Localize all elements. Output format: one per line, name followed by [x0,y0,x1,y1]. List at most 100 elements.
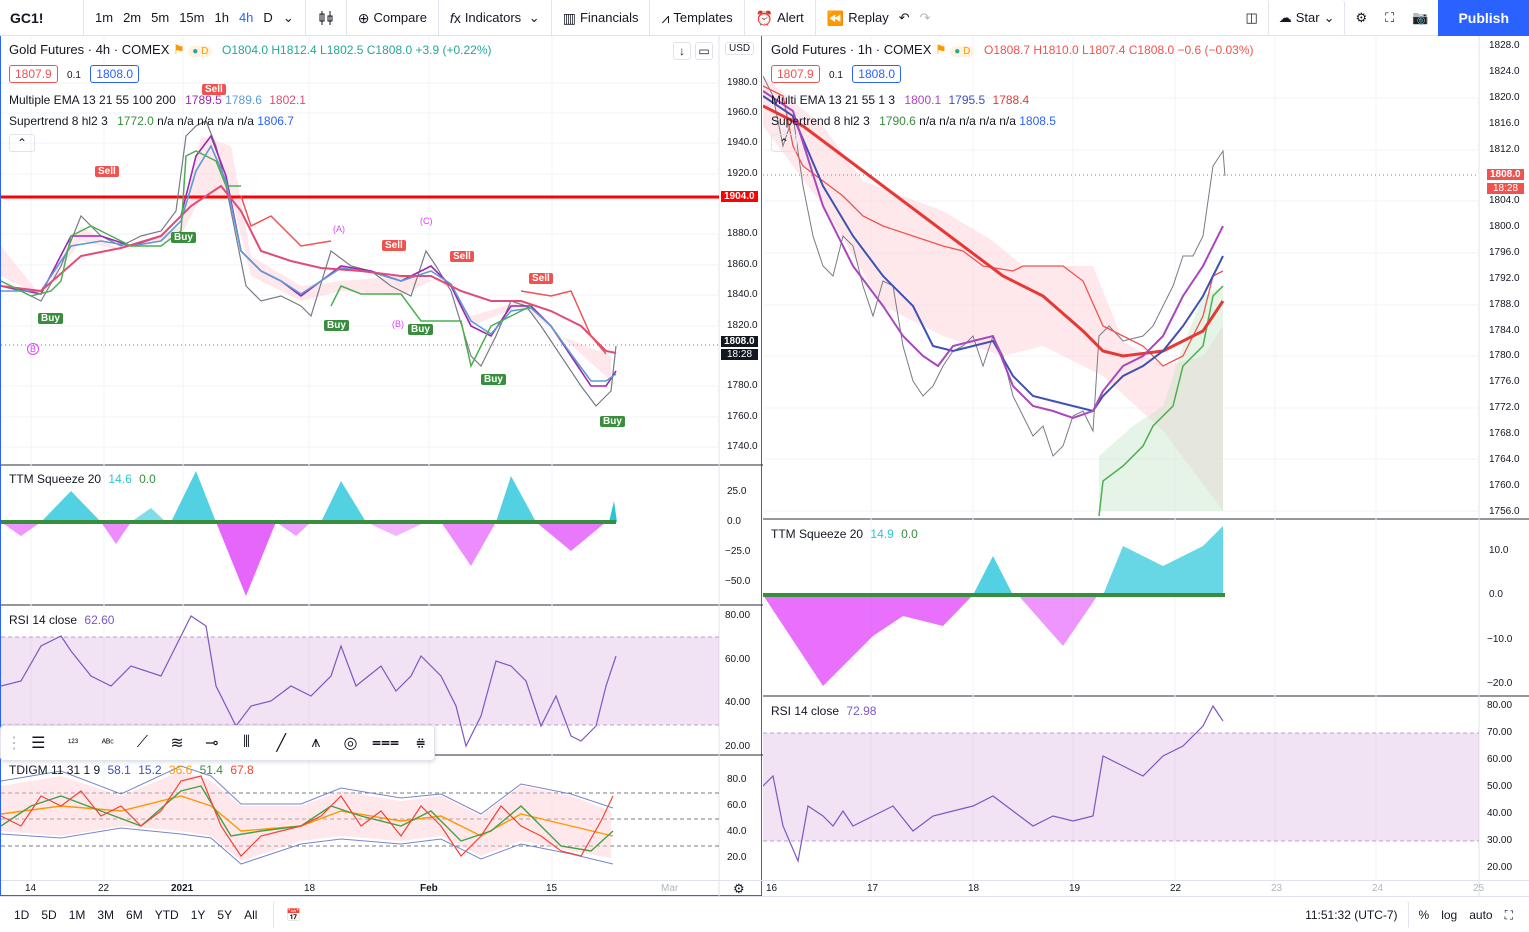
ask-price[interactable]: 1808.0 [90,65,139,83]
chevron-down-icon[interactable]: ⌄ [282,9,294,25]
right-chart[interactable]: Gold Futures · 1h · COMEX ⚑ ● D O1808.7 … [763,36,1529,896]
scroll-down-icon[interactable]: ↓ [673,42,691,60]
layout-icon[interactable]: ◫ [1235,0,1269,36]
ttm-label: TTM Squeeze 20 [9,472,102,486]
long-position-icon[interactable]: ⩶ [371,734,400,751]
price-tick: 1820.0 [1489,92,1520,103]
gear-icon[interactable]: ⚙ [1355,9,1368,25]
calendar-icon[interactable]: 📅 [273,900,307,929]
status-dots: ● D [188,46,213,57]
percent-toggle[interactable]: % [1418,907,1430,922]
alert-button[interactable]: ⏰ Alert [751,4,809,32]
plus-circle-icon: ⊕ [357,9,370,26]
lines-icon[interactable]: ☰ [31,735,46,752]
financials-button[interactable]: ▥ Financials [558,4,644,32]
auto-toggle[interactable]: auto [1469,907,1493,922]
collapse-legend-button[interactable]: ⌃ [771,134,797,152]
ray-icon[interactable]: ╱ [276,735,286,752]
tdi-value-4: 51.4 [199,763,223,777]
indicators-button[interactable]: fx Indicators ⌄ [445,4,545,32]
ttm-tick: 10.0 [1489,545,1509,556]
range-3m[interactable]: 3M [97,907,115,922]
fullscreen-icon[interactable]: ⛶ [1385,9,1395,25]
log-toggle[interactable]: log [1441,907,1458,922]
range-1m[interactable]: 1M [68,907,86,922]
rsi-tick: 30.00 [1487,835,1513,846]
drag-handle-icon[interactable]: ⋮ [6,735,22,752]
interval-1m[interactable]: 1m [95,9,114,25]
chart-title[interactable]: Gold Futures · 4h · COMEX [9,42,170,57]
interval-4h[interactable]: 4h [238,9,254,25]
fullscreen-icon[interactable]: ⛶ [1504,907,1513,922]
alarm-clock-icon: ⏰ [755,9,774,26]
ttm-tick: −20.0 [1487,678,1513,689]
wave-label-b-circled: B [27,343,39,355]
supertrend-value-1: 1790.6 [879,114,916,128]
replay-button[interactable]: ⏪ Replay [822,4,894,32]
spread: 0.1 [829,70,843,81]
interval-15m[interactable]: 15m [179,9,205,25]
time-axis[interactable]: 16 17 18 19 22 23 24 25 [763,880,1529,896]
currency-label[interactable]: USD [725,42,755,55]
range-1d[interactable]: 1D [14,907,30,922]
price-tick: 1812.0 [1489,144,1520,155]
maximize-icon[interactable]: ▭ [695,42,713,60]
rsi-tick: 20.00 [725,741,751,752]
ask-price[interactable]: 1808.0 [852,65,901,83]
horizontal-ray-icon[interactable]: ⊸ [205,735,219,752]
bid-price[interactable]: 1807.9 [771,65,820,83]
tdi-value-2: 15.2 [138,763,162,777]
parallel-lines-icon[interactable]: ⫴ [243,734,250,751]
bid-price[interactable]: 1807.9 [9,65,58,83]
ohlc-values: O1804.0 H1812.4 L1802.5 C1808.0 +3.9 (+0… [221,43,492,57]
symbol-search[interactable]: GC1! [0,0,84,36]
rsi-tick: 40.00 [1487,808,1513,819]
short-position-icon[interactable]: ⩷ [415,734,426,751]
fib-retracement-icon[interactable]: ≋ [170,735,184,752]
price-tick: 1764.0 [1489,454,1520,465]
range-5d[interactable]: 5D [41,907,57,922]
price-tick: 1840.0 [727,289,758,300]
left-chart[interactable]: Sell Sell Buy Buy Sell Sell Sell Buy Buy… [0,36,763,896]
range-1y[interactable]: 1Y [190,907,206,922]
templates-button[interactable]: ⩘ Templates [656,4,737,32]
price-tick: 1780.0 [1489,350,1520,361]
bar-chart-icon: ▥ [562,9,576,26]
supertrend-value-3: 1808.5 [1019,114,1056,128]
publish-button[interactable]: Publish [1438,0,1529,36]
chart-title[interactable]: Gold Futures · 1h · COMEX [771,42,932,57]
pattern-icon[interactable]: ⩚ [311,734,321,751]
time-axis[interactable]: 14 22 2021 18 Feb 15 Mar ⚙ [1,880,763,896]
time-tick: 22 [98,883,110,894]
price-tick: 1784.0 [1489,325,1520,336]
interval-D[interactable]: D [263,9,273,25]
settings-gear-icon[interactable]: ⚙ [733,881,745,896]
compare-button[interactable]: ⊕ Compare [353,4,432,32]
interval-5m[interactable]: 5m [151,9,170,25]
collapse-legend-button[interactable]: ⌃ [9,134,35,152]
fib-circle-icon[interactable]: ◎ [343,735,358,752]
ema-label: Multi EMA 13 21 55 1 3 [771,93,896,107]
camera-icon[interactable]: 📷 [1412,9,1429,25]
rsi-tick: 80.00 [725,610,751,621]
supertrend-label: Supertrend 8 hl2 3 [771,114,870,128]
range-all[interactable]: All [244,907,258,922]
star-button[interactable]: ☁ Star ⌄ [1269,0,1346,36]
price-tick: 1824.0 [1489,66,1520,77]
trend-line-icon[interactable]: ⟋ [136,734,148,751]
elliott-wave-icon[interactable]: ¹²³ [68,737,79,749]
interval-1h[interactable]: 1h [214,9,229,25]
ohlc-values: O1808.7 H1810.0 L1807.4 C1808.0 −0.6 (−0… [983,43,1254,57]
abc-wave-icon[interactable]: ᴬᴮᶜ [101,737,114,749]
interval-2m[interactable]: 2m [123,9,142,25]
candles-style-icon[interactable] [312,4,340,32]
undo-icon[interactable]: ↶ [898,9,910,25]
range-6m[interactable]: 6M [126,907,143,922]
redo-icon[interactable]: ↷ [919,9,931,25]
supertrend-value-3: 1806.7 [257,114,294,128]
rewind-icon: ⏪ [826,9,845,26]
range-ytd[interactable]: YTD [154,907,179,922]
clock-timezone[interactable]: 11:51:32 (UTC-7) [1299,900,1409,929]
ttm-label: TTM Squeeze 20 [771,527,864,541]
range-5y[interactable]: 5Y [217,907,233,922]
